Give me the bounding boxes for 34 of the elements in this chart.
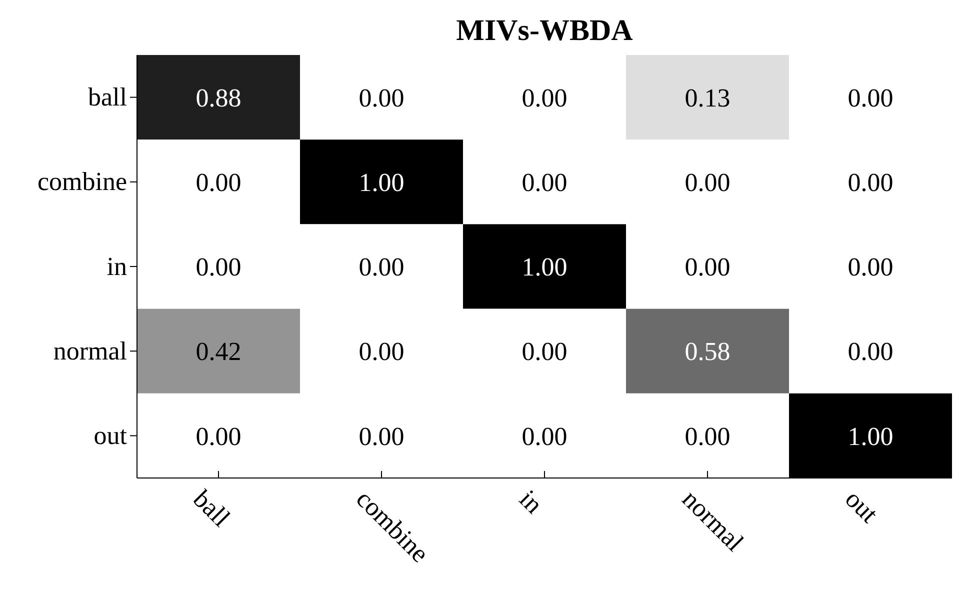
data-label: 0.00 <box>848 83 894 112</box>
data-label: 0.00 <box>196 252 242 282</box>
data-label: 0.58 <box>684 337 730 366</box>
data-label: 0.00 <box>684 252 730 282</box>
data-label: 0.00 <box>358 337 404 366</box>
y-tick-label: combine <box>37 167 127 196</box>
x-tick-label: out <box>840 484 884 529</box>
data-label: 1.00 <box>522 252 568 282</box>
data-label: 0.00 <box>358 83 404 112</box>
y-tick-label: in <box>106 252 127 281</box>
data-label: 0.00 <box>196 422 242 451</box>
data-label: 0.00 <box>358 422 404 451</box>
data-label: 0.42 <box>196 337 242 366</box>
data-label: 0.13 <box>684 83 730 112</box>
y-tick-label: ball <box>88 82 127 112</box>
data-label: 0.00 <box>522 168 568 197</box>
data-label: 1.00 <box>848 422 894 451</box>
y-tick-label: normal <box>53 336 127 366</box>
data-label: 1.00 <box>358 168 404 197</box>
data-label: 0.00 <box>848 168 894 197</box>
data-label: 0.00 <box>522 422 568 451</box>
data-label: 0.00 <box>848 337 894 366</box>
x-tick-label: ball <box>188 484 236 532</box>
data-label: 0.00 <box>522 83 568 112</box>
data-label: 0.00 <box>358 252 404 282</box>
data-label: 0.00 <box>522 337 568 366</box>
x-tick-label: in <box>514 484 549 520</box>
data-label: 0.00 <box>684 422 730 451</box>
data-label: 0.00 <box>848 252 894 282</box>
data-label: 0.00 <box>196 168 242 197</box>
data-label: 0.00 <box>684 168 730 197</box>
chart-title: MIVs-WBDA <box>456 14 634 47</box>
data-label: 0.88 <box>196 83 242 112</box>
y-tick-label: out <box>94 421 128 450</box>
